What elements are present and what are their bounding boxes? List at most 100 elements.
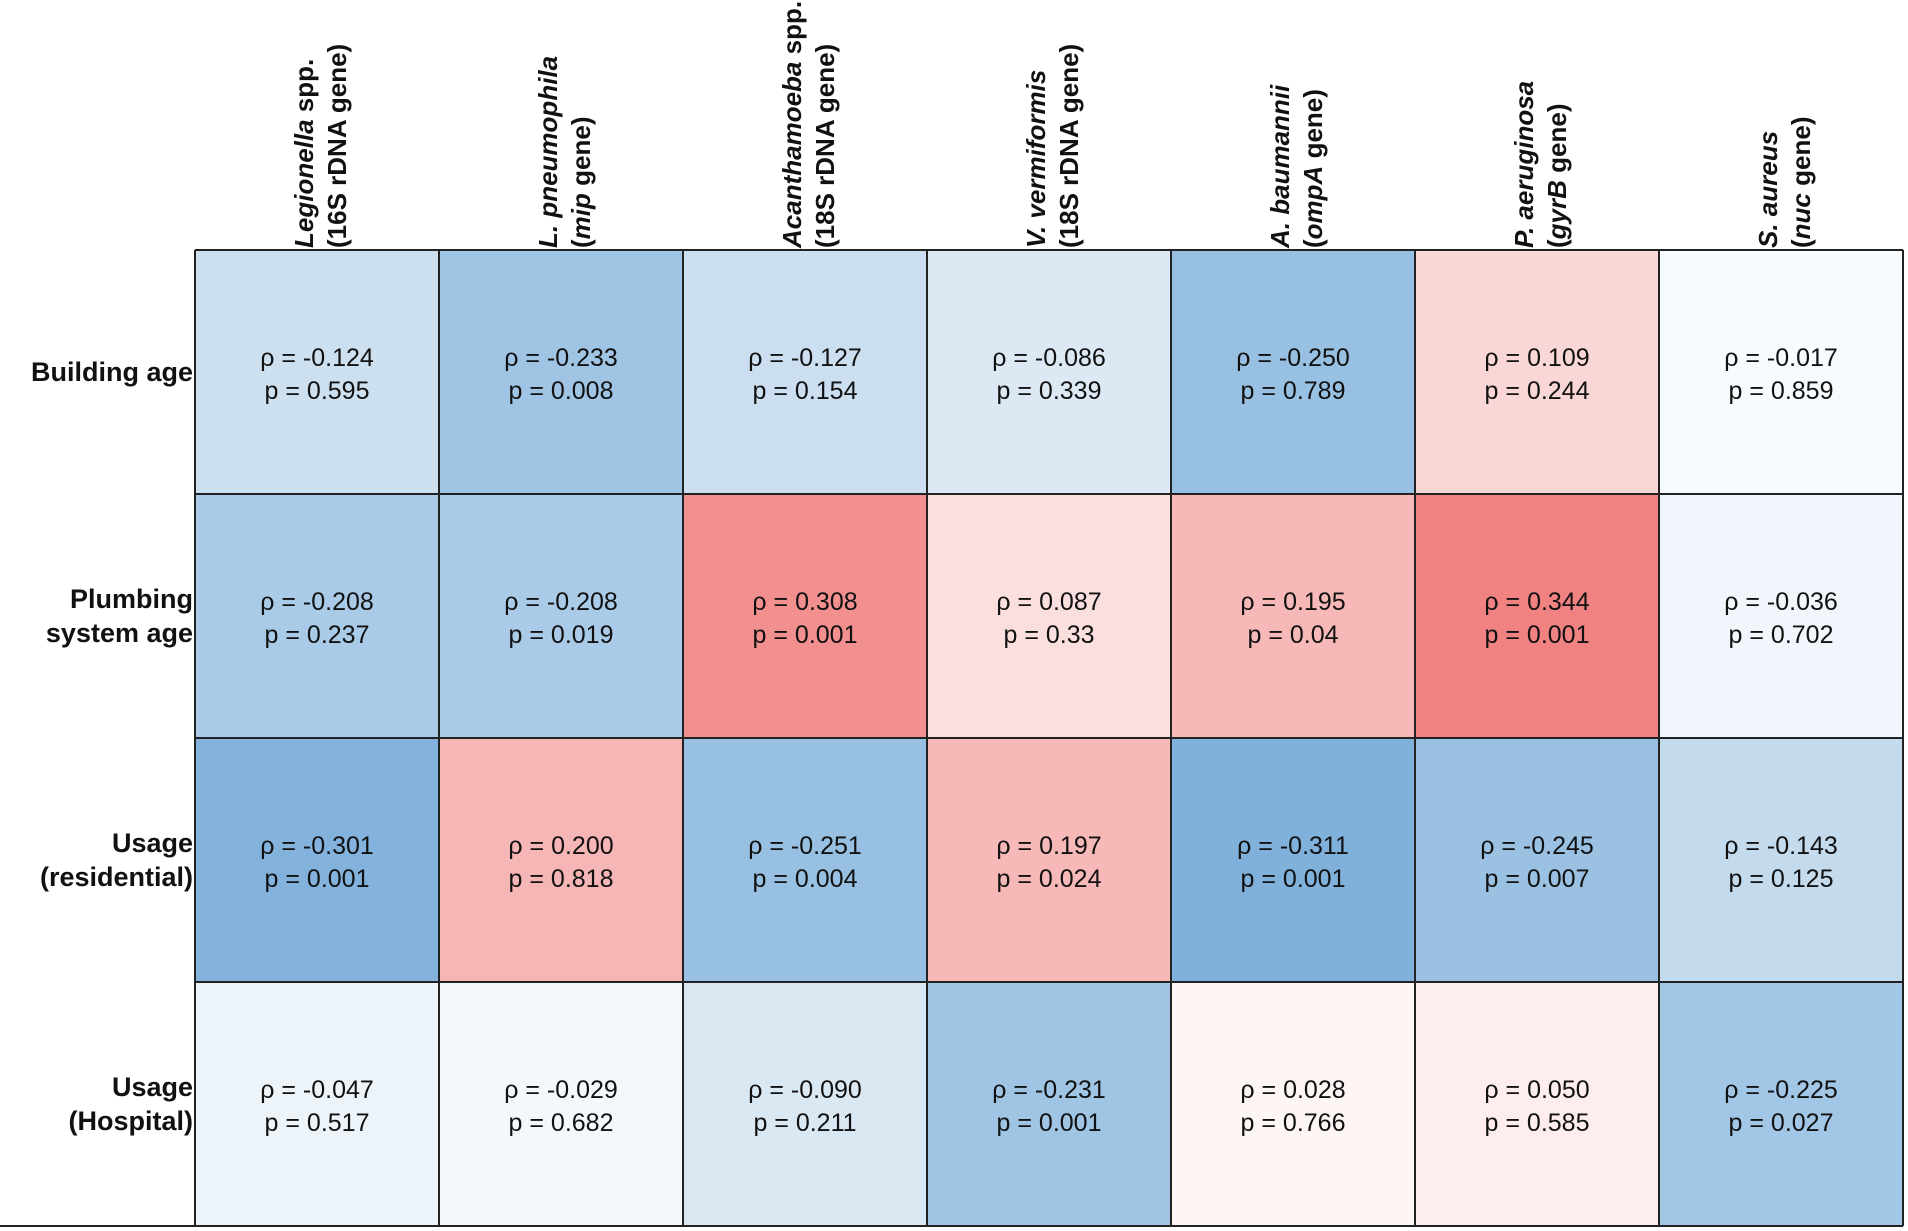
cell-rho-label: ρ = -0.090: [748, 1076, 862, 1104]
cell-fill: [1659, 982, 1903, 1226]
column-label-line: (nuc gene): [1786, 117, 1816, 248]
cell-p-label: p = 0.766: [1241, 1109, 1346, 1137]
heatmap-cell-building-age-acanthamoeba: ρ = -0.127 p = 0.154: [683, 250, 927, 494]
cell-rho-label: ρ = -0.245: [1480, 832, 1594, 860]
cell-p-label: p = 0.001: [1241, 865, 1346, 893]
heatmap-cell-usage-hospital-acanthamoeba: ρ = -0.090 p = 0.211: [683, 982, 927, 1226]
cell-fill: [1415, 738, 1659, 982]
cell-fill: [927, 982, 1171, 1226]
cell-fill: [927, 250, 1171, 494]
column-label-s-aureus: S. aureus (nuc gene): [1753, 117, 1816, 248]
cell-p-label: p = 0.585: [1485, 1109, 1590, 1137]
row-label-usage-hospital: Usage: [112, 1072, 193, 1102]
cell-fill: [195, 982, 439, 1226]
heatmap-cell-building-age-s-aureus: ρ = -0.017 p = 0.859: [1659, 250, 1903, 494]
column-label-line: P. aeruginosa: [1509, 81, 1539, 248]
cell-rho-label: ρ = -0.017: [1724, 344, 1838, 372]
cell-rho-label: ρ = -0.047: [260, 1076, 374, 1104]
cell-fill: [439, 982, 683, 1226]
cell-fill: [439, 494, 683, 738]
cell-rho-label: ρ = -0.086: [992, 344, 1106, 372]
cell-rho-label: ρ = -0.301: [260, 832, 374, 860]
cell-rho-label: ρ = 0.344: [1484, 588, 1589, 616]
heatmap-cell-plumbing-system-age-s-aureus: ρ = -0.036 p = 0.702: [1659, 494, 1903, 738]
column-labels: Legionella spp. (16S rDNA gene) L. pneumop…: [289, 1, 1816, 249]
cell-p-label: p = 0.004: [753, 865, 858, 893]
cell-p-label: p = 0.04: [1247, 621, 1338, 649]
cell-fill: [195, 250, 439, 494]
cell-rho-label: ρ = -0.225: [1724, 1076, 1838, 1104]
cell-p-label: p = 0.001: [265, 865, 370, 893]
cell-fill: [683, 250, 927, 494]
cell-rho-label: ρ = -0.311: [1237, 832, 1349, 860]
column-label-line: (gyrB gene): [1542, 104, 1572, 249]
cell-rho-label: ρ = -0.124: [260, 344, 374, 372]
column-label-line: S. aureus: [1753, 131, 1783, 248]
cell-p-label: p = 0.211: [753, 1109, 856, 1137]
cell-p-label: p = 0.702: [1729, 621, 1834, 649]
column-label-line: (ompA gene): [1298, 89, 1328, 248]
cell-p-label: p = 0.339: [997, 377, 1102, 405]
heatmap-cell-building-age-a-baumannii: ρ = -0.250 p = 0.789: [1171, 250, 1415, 494]
heatmap-cell-usage-residential-l-pneumophila: ρ = 0.200 p = 0.818: [439, 738, 683, 982]
heatmap-cell-building-age-p-aeruginosa: ρ = 0.109 p = 0.244: [1415, 250, 1659, 494]
cell-p-label: p = 0.595: [265, 377, 370, 405]
cell-rho-label: ρ = -0.250: [1236, 344, 1350, 372]
column-label-a-baumannii: A. baumannii (ompA gene): [1265, 84, 1328, 249]
cell-rho-label: ρ = -0.231: [992, 1076, 1106, 1104]
column-label-line: (mip gene): [566, 117, 596, 248]
column-label-line: L. pneumophila: [533, 56, 563, 248]
cell-p-label: p = 0.019: [509, 621, 614, 649]
cell-p-label: p = 0.008: [509, 377, 614, 405]
cell-fill: [683, 494, 927, 738]
heatmap-cell-usage-residential-v-vermiformis: ρ = 0.197 p = 0.024: [927, 738, 1171, 982]
column-label-v-vermiformis: V. vermiformis (18S rDNA gene): [1021, 44, 1084, 248]
cell-fill: [1415, 250, 1659, 494]
heatmap-cell-building-age-legionella: ρ = -0.124 p = 0.595: [195, 250, 439, 494]
cell-rho-label: ρ = -0.029: [504, 1076, 618, 1104]
row-label-usage-hospital: (Hospital): [69, 1106, 194, 1136]
cell-fill: [927, 738, 1171, 982]
column-label-line: Legionella spp.: [289, 59, 319, 248]
column-label-line: (18S rDNA gene): [810, 44, 840, 248]
row-labels: Building age Plumbing system age Usage (resi…: [31, 357, 193, 1136]
cell-rho-label: ρ = 0.109: [1484, 344, 1589, 372]
cell-fill: [439, 250, 683, 494]
cell-fill: [1659, 250, 1903, 494]
heatmap-grid: [0, 249, 1904, 1227]
cell-rho-label: ρ = -0.143: [1724, 832, 1838, 860]
heatmap-cell-usage-residential-s-aureus: ρ = -0.143 p = 0.125: [1659, 738, 1903, 982]
heatmap-cell-building-age-v-vermiformis: ρ = -0.086 p = 0.339: [927, 250, 1171, 494]
column-label-l-pneumophila: L. pneumophila (mip gene): [533, 56, 596, 248]
cell-fill: [1415, 494, 1659, 738]
cell-fill: [1659, 738, 1903, 982]
heatmap-cell-usage-hospital-v-vermiformis: ρ = -0.231 p = 0.001: [927, 982, 1171, 1226]
cell-rho-label: ρ = 0.087: [996, 588, 1101, 616]
heatmap-cell-plumbing-system-age-v-vermiformis: ρ = 0.087 p = 0.33: [927, 494, 1171, 738]
cell-p-label: p = 0.001: [753, 621, 858, 649]
cell-rho-label: ρ = -0.208: [260, 588, 374, 616]
heatmap-cell-usage-hospital-s-aureus: ρ = -0.225 p = 0.027: [1659, 982, 1903, 1226]
cell-rho-label: ρ = 0.050: [1484, 1076, 1589, 1104]
column-label-legionella: Legionella spp. (16S rDNA gene): [289, 44, 352, 248]
cell-rho-label: ρ = 0.308: [752, 588, 857, 616]
column-label-line: A. baumannii: [1265, 84, 1295, 249]
cell-p-label: p = 0.125: [1729, 865, 1834, 893]
cell-p-label: p = 0.154: [753, 377, 858, 405]
heatmap-cell-usage-residential-a-baumannii: ρ = -0.311 p = 0.001: [1171, 738, 1415, 982]
column-label-p-aeruginosa: P. aeruginosa (gyrB gene): [1509, 81, 1572, 248]
cell-p-label: p = 0.001: [997, 1109, 1102, 1137]
cell-fill: [1659, 494, 1903, 738]
heatmap-cell-usage-hospital-a-baumannii: ρ = 0.028 p = 0.766: [1171, 982, 1415, 1226]
row-label-building-age: Building age: [31, 357, 193, 387]
cell-rho-label: ρ = 0.028: [1240, 1076, 1345, 1104]
row-label-usage-residential: (residential): [40, 862, 193, 892]
cell-p-label: p = 0.001: [1485, 621, 1590, 649]
heatmap-cell-plumbing-system-age-p-aeruginosa: ρ = 0.344 p = 0.001: [1415, 494, 1659, 738]
cell-p-label: p = 0.818: [509, 865, 614, 893]
heatmap-cell-usage-residential-legionella: ρ = -0.301 p = 0.001: [195, 738, 439, 982]
cell-fill: [683, 982, 927, 1226]
cell-fill: [195, 738, 439, 982]
heatmap-cell-usage-hospital-p-aeruginosa: ρ = 0.050 p = 0.585: [1415, 982, 1659, 1226]
